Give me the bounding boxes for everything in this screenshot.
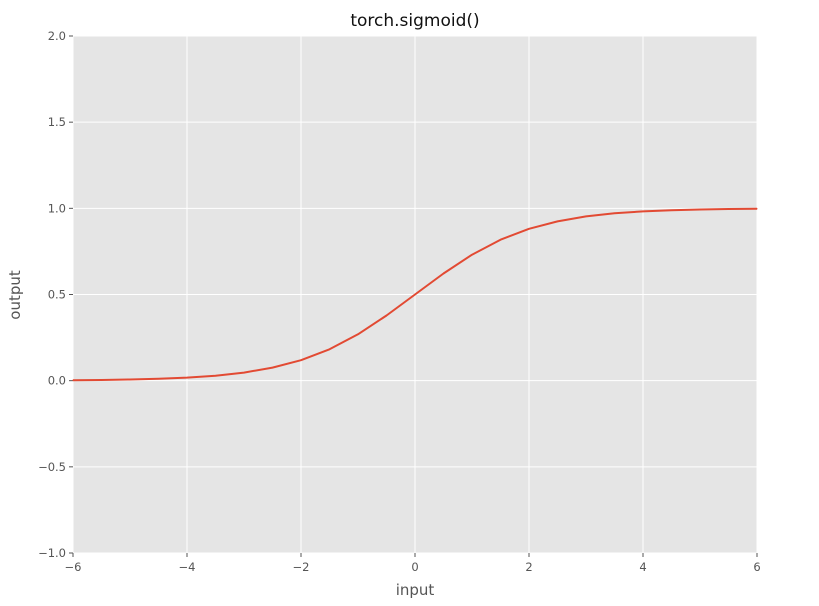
data-point	[186, 377, 188, 379]
data-point	[642, 210, 644, 212]
y-tick-label: 0.5	[48, 288, 66, 302]
x-axis-label: input	[396, 581, 435, 599]
x-tick-label: 0	[411, 560, 418, 574]
data-point	[471, 254, 473, 256]
x-tick-label: 2	[525, 560, 532, 574]
y-tick-label: 1.5	[48, 115, 66, 129]
data-point	[670, 209, 673, 211]
data-point	[100, 379, 103, 381]
y-axis-label: output	[6, 270, 24, 320]
data-point	[129, 378, 131, 381]
y-tick-label: −0.5	[38, 460, 66, 474]
data-point	[756, 208, 758, 210]
data-point	[528, 228, 530, 230]
data-point	[699, 208, 701, 211]
x-tick-label: −2	[293, 560, 310, 574]
data-point	[72, 379, 74, 381]
data-point	[385, 314, 388, 317]
data-point	[214, 375, 217, 377]
x-tick-label: −6	[65, 560, 82, 574]
x-tick-label: 4	[639, 560, 646, 574]
data-point	[613, 212, 616, 214]
y-tick-label: 0.0	[48, 374, 66, 388]
data-point	[556, 220, 559, 222]
data-point	[585, 215, 587, 217]
chart-title: torch.sigmoid()	[350, 11, 479, 31]
series-group	[72, 207, 758, 382]
x-tick-label: 6	[753, 560, 760, 574]
axis-ticks: −6 −4 −2 0 2 4 6 −1.0 −0.5 0.0 0.5 1.0 1.5 2.0	[38, 29, 761, 574]
data-point	[414, 293, 416, 296]
data-point	[271, 367, 274, 369]
data-point	[442, 272, 445, 275]
y-tick-label: −1.0	[38, 546, 66, 560]
data-point	[243, 372, 245, 374]
data-point	[727, 208, 730, 210]
data-point	[328, 348, 331, 350]
data-point	[499, 239, 502, 241]
x-tick-label: −4	[179, 560, 196, 574]
y-tick-label: 1.0	[48, 201, 66, 215]
data-point	[357, 333, 359, 335]
data-point	[157, 378, 160, 380]
y-tick-label: 2.0	[48, 29, 66, 43]
data-point	[300, 359, 302, 361]
